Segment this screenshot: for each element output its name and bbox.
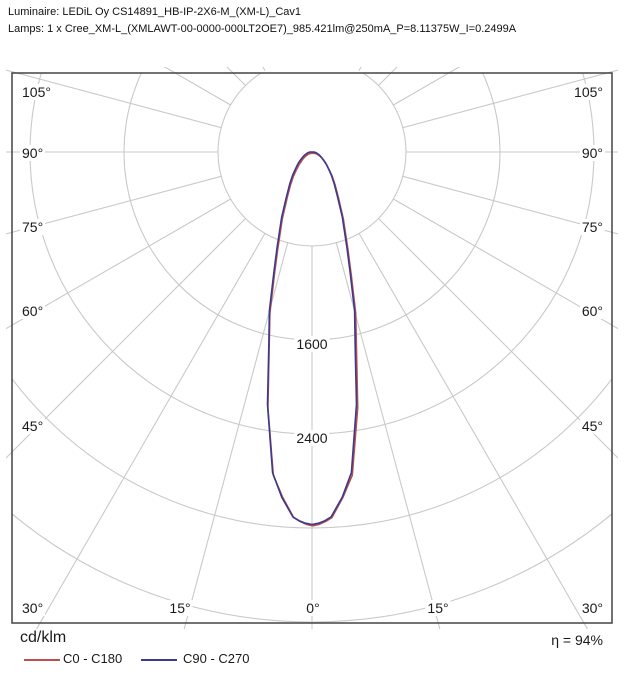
diagram-frame [11, 72, 613, 624]
angle-label-bottom-15-left: 15° [167, 600, 193, 616]
radial-label-1600: 1600 [294, 336, 330, 352]
lamp-description: Lamps: 1 x Cree_XM-L_(XMLAWT-00-0000-000… [8, 23, 517, 35]
radial-label-2400: 2400 [294, 430, 330, 446]
legend-swatch [24, 659, 60, 661]
intensity-curves [266, 151, 359, 527]
angle-label-right-60: 60° [579, 303, 605, 319]
angle-label-right-90: 90° [579, 145, 605, 161]
legend-label-c0-c180: C0 - C180 [63, 651, 123, 666]
legend-swatch [141, 659, 177, 661]
angle-label-left-90: 90° [20, 145, 46, 161]
efficiency-label: η = 94% [551, 632, 603, 648]
angle-label-bottom-15-right: 15° [425, 600, 451, 616]
angle-label-right-45: 45° [579, 418, 605, 434]
angle-label-left-60: 60° [20, 303, 46, 319]
angle-label-right-75: 75° [579, 219, 605, 235]
legend-label-c90-c270: C90 - C270 [183, 651, 250, 666]
angle-label-bottom-0: 0° [304, 600, 322, 616]
angle-label-left-75: 75° [20, 219, 46, 235]
angle-label-right-30: 30° [579, 600, 605, 616]
unit-label: cd/klm [20, 629, 67, 646]
angle-label-right-105: 105° [572, 84, 605, 100]
angle-label-left-45: 45° [20, 418, 46, 434]
luminaire-title: Luminaire: LEDiL Oy CS14891_HB-IP-2X6-M_… [8, 6, 302, 18]
angle-label-left-30: 30° [20, 600, 46, 616]
angle-label-left-105: 105° [20, 84, 53, 100]
